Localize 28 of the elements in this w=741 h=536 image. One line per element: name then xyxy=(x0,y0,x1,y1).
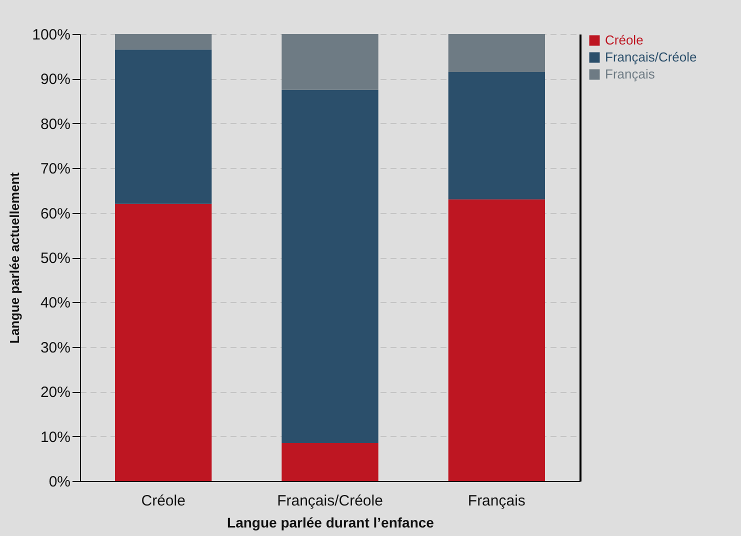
bar xyxy=(448,34,545,72)
bar xyxy=(115,204,212,481)
y-axis-title: Langue parlée actuellement xyxy=(7,172,22,344)
y-tick-label: 30% xyxy=(40,339,70,356)
y-tick-label: 10% xyxy=(40,428,70,446)
x-axis-title: Langue parlée durant l’enfance xyxy=(227,514,434,530)
x-tick-label: Français xyxy=(468,492,526,510)
legend-label: Français/Créole xyxy=(605,50,697,64)
y-tick-label: 80% xyxy=(40,116,70,133)
y-tick-label: 60% xyxy=(40,205,70,222)
y-tick-label: 100% xyxy=(32,26,70,44)
legend-label: Créole xyxy=(605,32,644,48)
bar xyxy=(115,50,212,204)
bar xyxy=(448,72,545,200)
y-tick-label: 90% xyxy=(40,71,70,88)
y-tick-label: 70% xyxy=(40,160,70,178)
x-tick-label: Français/Créole xyxy=(277,492,383,510)
y-tick-label: 0% xyxy=(48,474,70,490)
y-tick-label: 20% xyxy=(40,384,70,402)
legend-label: Français xyxy=(605,66,656,82)
y-tick-label: 40% xyxy=(40,294,70,312)
y-tick-label: 50% xyxy=(40,250,70,267)
bar xyxy=(282,90,378,444)
x-tick-label: Créole xyxy=(141,492,186,510)
bar xyxy=(115,34,212,50)
bar xyxy=(282,34,378,90)
bar xyxy=(448,199,545,481)
bar xyxy=(282,443,378,481)
